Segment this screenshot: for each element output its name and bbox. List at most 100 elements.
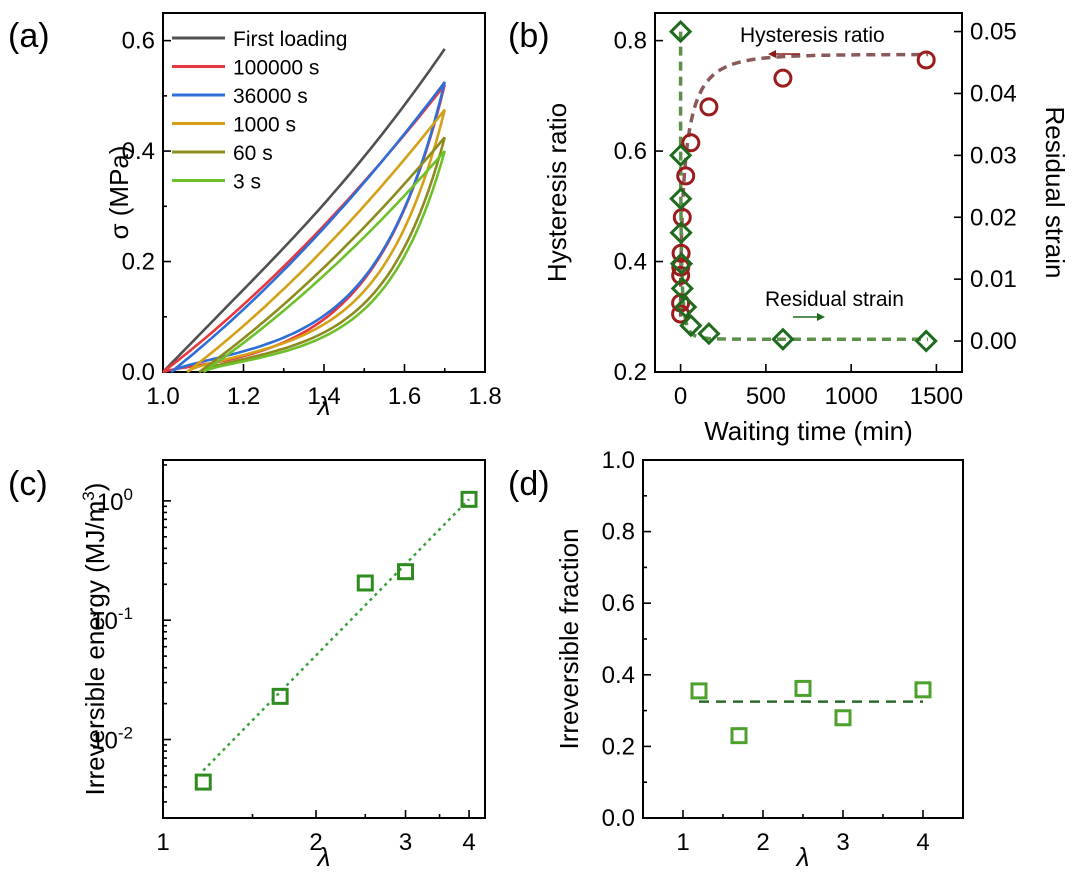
panel-b-residual-point bbox=[674, 295, 698, 319]
panel-a-legend-label: 100000 s bbox=[233, 57, 319, 80]
panel-a-curve bbox=[202, 150, 446, 374]
panel-b-residual-point bbox=[669, 221, 693, 245]
panel-b-hysteresis-point bbox=[681, 133, 701, 153]
panel-c-point bbox=[460, 490, 478, 508]
panel-b-arrow-left-head bbox=[768, 50, 776, 58]
panel-a-curve bbox=[162, 48, 446, 373]
panel-a-legend-label: 36000 s bbox=[233, 85, 308, 108]
panel-a-ytick-label: 0.2 bbox=[122, 249, 155, 276]
panel-d-point bbox=[690, 682, 708, 700]
panel-b-hysteresis-fit bbox=[678, 52, 928, 317]
panel-b-hysteresis-point bbox=[699, 97, 719, 117]
panel-b-ytick-right-label: 0.01 bbox=[970, 266, 1017, 293]
panel-c-point bbox=[194, 773, 212, 791]
panel-a-legend-label: First loading bbox=[233, 28, 347, 51]
panel-b-frame bbox=[654, 12, 963, 373]
panel-b-residual-point bbox=[669, 187, 693, 211]
panel-b-xlabel: Waiting time (min) bbox=[704, 416, 913, 446]
panel-c-xtick-label: 2 bbox=[309, 829, 322, 856]
panel-b-ytick-left-label: 0.8 bbox=[614, 28, 647, 55]
panel-b-ytick-left-label: 0.6 bbox=[614, 138, 647, 165]
panel-c-label: (c) bbox=[8, 465, 48, 503]
panel-b-annotation-hysteresis: Hysteresis ratio bbox=[740, 24, 885, 47]
panel-d-xtick-label: 4 bbox=[916, 829, 929, 856]
panel-b-ytick-right-label: 0.03 bbox=[970, 142, 1017, 169]
panel-a-xtick-label: 1.8 bbox=[468, 383, 501, 410]
panel-b-annotation-residual: Residual strain bbox=[765, 288, 904, 311]
panel-d-point bbox=[834, 709, 852, 727]
panel-a-xtick-label: 1.6 bbox=[388, 383, 421, 410]
panel-b-residual-point bbox=[670, 276, 694, 301]
panel-b-hysteresis-point bbox=[773, 68, 793, 88]
panel-a-curve bbox=[186, 108, 446, 374]
panel-d-point bbox=[794, 679, 812, 697]
panel-a-xlabel: λ bbox=[316, 391, 331, 421]
panel-d-point bbox=[914, 681, 932, 699]
panel-d-ytick-label: 0.2 bbox=[602, 733, 635, 760]
panel-a-curve bbox=[170, 81, 446, 374]
panel-a-ytick-label: 0.4 bbox=[122, 138, 155, 165]
panel-a-curve bbox=[198, 136, 446, 374]
panel-b-ytick-right-label: 0.00 bbox=[970, 328, 1017, 355]
panel-c-point bbox=[397, 563, 415, 581]
panel-c-ytick-label: 10-1 bbox=[91, 604, 133, 635]
panel-d-ytick-label: 0.8 bbox=[602, 519, 635, 546]
panel-a-xtick-label: 1.0 bbox=[146, 383, 179, 410]
panel-b-hysteresis-point bbox=[676, 166, 696, 186]
panel-c-fit-line bbox=[202, 498, 470, 772]
panel-b-ylabel-left: Hysteresis ratio bbox=[542, 103, 572, 282]
panel-b-hysteresis-point bbox=[671, 243, 691, 263]
panel-b-residual-point bbox=[679, 313, 703, 338]
panel-b-residual-point bbox=[914, 329, 938, 353]
panel-d-ytick-label: 0.6 bbox=[602, 590, 635, 617]
panel-d-ytick-label: 0.4 bbox=[602, 662, 635, 689]
panel-b-arrow-right-head bbox=[817, 313, 825, 321]
panel-b-residual-point bbox=[668, 19, 693, 44]
panel-d-ytick-label: 1.0 bbox=[602, 447, 635, 474]
panel-b-label: (b) bbox=[508, 17, 550, 55]
panel-a-ytick-label: 0.6 bbox=[122, 28, 155, 55]
panel-d-ylabel: Irreversible fraction bbox=[554, 528, 584, 749]
panel-a-xtick-label: 1.4 bbox=[307, 383, 340, 410]
panel-a-ylabel: σ (MPa) bbox=[104, 145, 134, 239]
panel-a-ytick-label: 0.0 bbox=[122, 359, 155, 386]
panel-c-ylabel: Irreversible energy (MJ/m3) bbox=[79, 483, 110, 796]
panel-a-xtick-label: 1.2 bbox=[227, 383, 260, 410]
panel-b-xtick-label: 500 bbox=[746, 383, 786, 410]
panel-c-point bbox=[271, 687, 289, 705]
panel-d-label: (d) bbox=[508, 465, 550, 503]
panel-d-point bbox=[730, 727, 748, 745]
panel-b-hysteresis-point bbox=[671, 265, 691, 285]
panel-c-frame bbox=[162, 459, 486, 819]
panel-a-legend-label: 60 s bbox=[233, 142, 273, 165]
panel-c-xlabel: λ bbox=[316, 842, 331, 872]
panel-c-xtick-label: 3 bbox=[399, 829, 412, 856]
panel-c-xtick-label: 4 bbox=[462, 829, 475, 856]
panel-b-ytick-right-label: 0.02 bbox=[970, 204, 1017, 231]
panel-b-hysteresis-point bbox=[916, 50, 936, 70]
panel-d-ytick-label: 0.0 bbox=[602, 805, 635, 832]
panel-d-frame bbox=[642, 459, 964, 819]
panel-c-xtick-label: 1 bbox=[156, 829, 169, 856]
panel-d-xtick-label: 3 bbox=[836, 829, 849, 856]
panel-d-xlabel: λ bbox=[795, 842, 810, 872]
panel-b-ytick-left-label: 0.2 bbox=[614, 359, 647, 386]
panel-b-residual-point bbox=[771, 327, 795, 351]
panel-b-xtick-label: 0 bbox=[674, 383, 687, 410]
panel-a-legend-label: 3 s bbox=[233, 171, 261, 194]
panel-a-label: (a) bbox=[8, 17, 50, 55]
panel-b-residual-fit bbox=[678, 31, 928, 341]
panel-b-ylabel-right: Residual strain bbox=[1040, 107, 1070, 279]
panel-d-xtick-label: 2 bbox=[756, 829, 769, 856]
panel-b-residual-point bbox=[669, 143, 693, 167]
panel-b-xtick-label: 1500 bbox=[910, 383, 963, 410]
panel-b-residual-point bbox=[669, 252, 694, 276]
panel-a-legend-label: 1000 s bbox=[233, 114, 296, 137]
panel-c-point bbox=[356, 574, 374, 592]
panel-b-ytick-left-label: 0.4 bbox=[614, 249, 647, 276]
panel-b-ytick-right-label: 0.05 bbox=[970, 19, 1017, 46]
panel-d-xtick-label: 1 bbox=[676, 829, 689, 856]
panel-b-xtick-label: 1000 bbox=[824, 383, 877, 410]
panel-b-ytick-right-label: 0.04 bbox=[970, 80, 1017, 107]
